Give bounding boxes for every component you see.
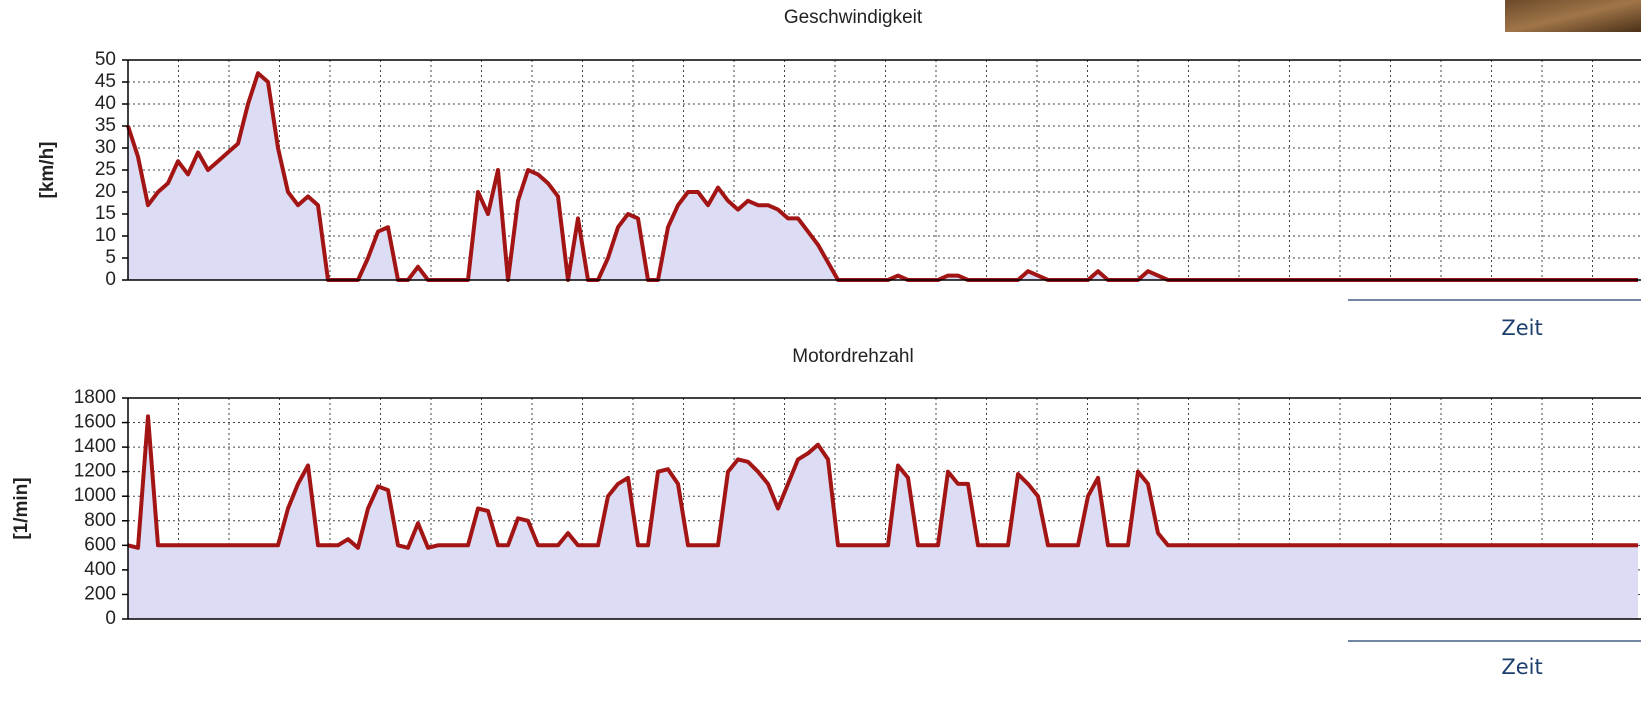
y-tick-label: 800: [84, 510, 116, 531]
y-tick-label: 0: [105, 269, 116, 290]
y-axis-label: [km/h]: [37, 142, 58, 199]
x-axis-label: Zeit: [1501, 316, 1542, 340]
x-axis-label: Zeit: [1501, 655, 1542, 679]
y-tick-label: 400: [84, 559, 116, 580]
area: [128, 73, 1638, 280]
y-tick-label: 0: [105, 608, 116, 629]
y-axis-label: [1/min]: [11, 477, 32, 539]
photo-thumbnail: [1505, 0, 1641, 32]
y-tick-label: 5: [105, 247, 116, 268]
y-tick-label: 30: [95, 137, 116, 158]
chart-title: Motordrehzahl: [792, 346, 913, 367]
y-tick-label: 1600: [74, 412, 116, 433]
y-tick-label: 35: [95, 115, 116, 136]
y-tick-label: 20: [95, 181, 116, 202]
y-tick-label: 600: [84, 534, 116, 555]
y-tick-label: 1400: [74, 436, 116, 457]
y-tick-label: 40: [95, 93, 116, 114]
y-tick-label: 15: [95, 203, 116, 224]
y-tick-label: 50: [95, 49, 116, 70]
area: [128, 416, 1638, 619]
y-tick-label: 1200: [74, 461, 116, 482]
y-tick-label: 200: [84, 583, 116, 604]
y-tick-label: 1800: [74, 387, 116, 408]
y-tick-label: 10: [95, 225, 116, 246]
y-tick-label: 45: [95, 71, 116, 92]
chart-title: Geschwindigkeit: [784, 7, 923, 28]
y-tick-label: 1000: [74, 485, 116, 506]
line: [127, 414, 1638, 550]
y-tick-label: 25: [95, 159, 116, 180]
